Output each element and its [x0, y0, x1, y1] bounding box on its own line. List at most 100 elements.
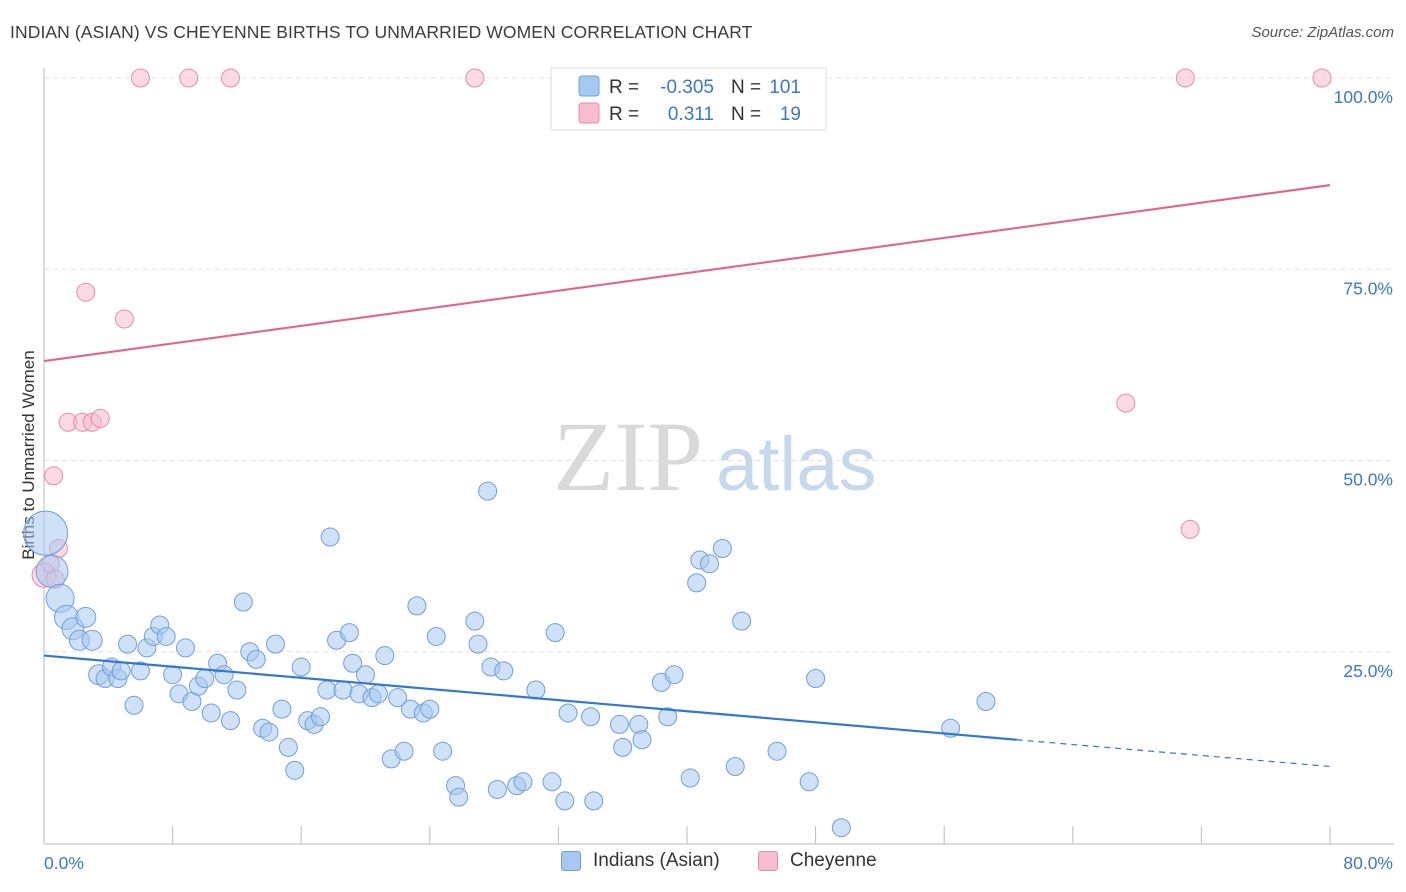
indians-asian-point-66: [465, 611, 485, 631]
indians-asian-point-70: [487, 779, 507, 799]
indians-asian-point-51: [356, 665, 375, 685]
indians-asian-point-79: [581, 707, 601, 727]
watermark: ZIP atlas: [553, 401, 877, 512]
indians-asian-point-68: [478, 481, 498, 501]
legend-r-value-1: -0.305: [660, 77, 714, 98]
indians-asian-point-33: [246, 649, 266, 669]
indians-asian-point-39: [285, 760, 305, 780]
indians-asian-point-61: [420, 699, 440, 719]
series-legend: Indians (Asian) Cheyenne: [0, 850, 1406, 880]
trend-lines: [43, 184, 1331, 768]
indians-asian-point-98: [831, 818, 851, 838]
cheyenne-point-12: [179, 68, 199, 88]
cheyenne-point-4: [44, 466, 64, 486]
cheyenne-point-17: [1180, 519, 1200, 539]
legend-n-value-1: 101: [769, 77, 801, 98]
indians-asian-point-100: [976, 691, 996, 711]
indians-asian-trend-extension: [1016, 739, 1331, 768]
cheyenne-point-9: [90, 408, 110, 428]
indians-asian-point-56: [388, 688, 408, 708]
indians-asian-point-49: [343, 653, 363, 673]
cheyenne-point-7: [76, 282, 96, 302]
indians-asian-point-62: [426, 626, 446, 646]
cheyenne-point-10: [114, 309, 134, 329]
indians-asian-point-25: [195, 669, 215, 689]
indians-asian-point-89: [687, 573, 707, 593]
indians-asian-point-15: [130, 661, 150, 681]
indians-asian-point-73: [513, 772, 533, 792]
y-tick-label-2: 50.0%: [1343, 470, 1393, 490]
indians-asian-point-43: [310, 707, 330, 727]
legend-item-cheyenne[interactable]: Cheyenne: [758, 850, 877, 872]
legend-r-label-2: R =: [609, 104, 639, 125]
legend-r-value-2: 0.311: [668, 104, 714, 125]
axes: [43, 68, 1394, 845]
indians-asian-point-91: [700, 554, 720, 574]
indians-asian-point-13: [118, 634, 138, 654]
indians-asian-point-14: [124, 695, 144, 715]
indians-asian-point-54: [375, 646, 395, 666]
indians-asian-point-87: [664, 665, 684, 685]
cheyenne-trend-line: [43, 184, 1331, 363]
indians-asian-point-47: [333, 680, 353, 700]
indians-asian-trend-line: [43, 654, 1017, 741]
indians-asian-point-0: [23, 510, 69, 556]
indians-asian-point-29: [220, 711, 240, 731]
legend-swatch-pink: [578, 102, 600, 124]
indians-asian-point-75: [542, 772, 562, 792]
indians-asian-point-7: [81, 629, 103, 651]
indians-asian-point-53: [368, 684, 388, 704]
indians-asian-point-45: [320, 527, 340, 547]
indians-asian-point-40: [291, 657, 311, 677]
indians-asian-point-96: [799, 772, 819, 792]
legend-item-indians-asian[interactable]: Indians (Asian): [561, 850, 720, 872]
indians-asian-point-22: [175, 638, 195, 658]
cheyenne-point-14: [465, 68, 485, 88]
chart-title: INDIAN (ASIAN) VS CHEYENNE BIRTHS TO UNM…: [10, 22, 753, 42]
indians-asian-point-28: [214, 665, 234, 685]
y-tick-label-1: 75.0%: [1343, 278, 1393, 298]
indians-asian-point-31: [233, 592, 253, 612]
legend-n-label-2: N =: [731, 104, 761, 125]
stats-legend: R = -0.305 N = 101 R = 0.311 N = 19: [550, 67, 827, 131]
indians-asian-point-71: [494, 661, 514, 681]
indians-asian-point-37: [272, 699, 292, 719]
indians-asian-point-77: [555, 791, 575, 811]
indians-asian-point-88: [680, 768, 700, 788]
watermark-zip: ZIP: [553, 401, 703, 512]
indians-asian-point-93: [725, 757, 745, 776]
indians-asian-point-36: [265, 634, 285, 654]
legend-swatch-cheyenne: [758, 851, 778, 871]
indians-asian-point-5: [75, 606, 97, 628]
indians-asian-point-95: [767, 741, 787, 761]
indians-asian-point-67: [468, 634, 488, 654]
watermark-atlas: atlas: [716, 422, 877, 507]
indians-asian-point-38: [278, 737, 298, 757]
indians-asian-point-1: [35, 554, 69, 588]
cheyenne-point-16: [1116, 393, 1136, 413]
indians-asian-point-86: [658, 707, 678, 727]
indians-asian-point-94: [732, 611, 752, 631]
x-tick-label-1: 80.0%: [1343, 853, 1393, 873]
legend-n-label-1: N =: [731, 77, 761, 98]
indians-asian-point-30: [227, 680, 247, 700]
cheyenne-point-19: [1312, 68, 1332, 88]
indians-asian-point-44: [317, 680, 337, 700]
legend-swatch-blue: [578, 75, 600, 97]
indians-asian-point-81: [609, 714, 629, 734]
y-tick-label-0: 100.0%: [1334, 87, 1393, 107]
x-tick-label-0: 0.0%: [44, 853, 84, 873]
indians-asian-point-97: [806, 669, 826, 689]
indians-asian-point-76: [545, 623, 565, 643]
indians-asian-point-63: [433, 741, 453, 761]
indians-asian-point-74: [526, 680, 546, 700]
legend-r-label-1: R =: [609, 77, 639, 98]
indians-asian-points: [23, 481, 996, 838]
legend-n-value-2: 19: [780, 104, 801, 125]
indians-asian-point-83: [629, 714, 649, 734]
legend-swatch-indians-asian: [561, 851, 581, 871]
indians-asian-point-82: [613, 737, 633, 757]
indians-asian-point-59: [407, 596, 427, 616]
indians-asian-point-57: [394, 741, 414, 761]
indians-asian-point-80: [584, 791, 604, 811]
